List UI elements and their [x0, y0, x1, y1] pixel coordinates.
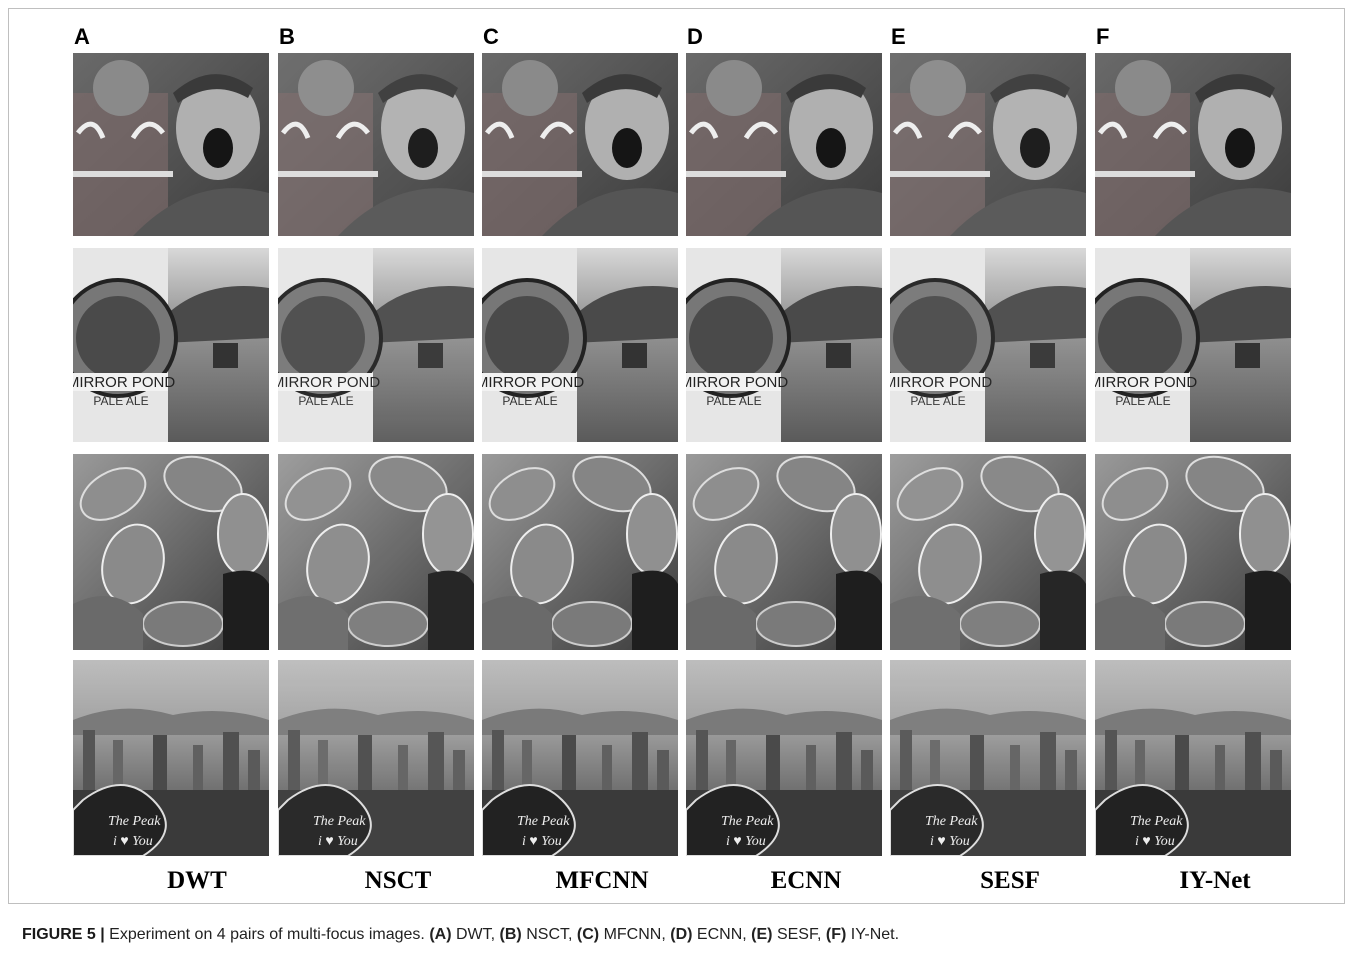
caption-method: IY-Net. — [850, 926, 900, 943]
fused-image — [482, 454, 678, 650]
image-overlay — [890, 53, 1086, 236]
fused-image — [1095, 53, 1291, 236]
method-label: NSCT — [365, 867, 432, 894]
fused-image — [1095, 248, 1291, 442]
figure: MIRROR POND PALE ALE The Peak i ♥ You AD… — [73, 24, 1291, 894]
image-overlay — [278, 53, 474, 236]
fused-image — [1095, 660, 1291, 856]
caption-text: Experiment on 4 pairs of multi-focus ima… — [109, 926, 425, 943]
fused-image — [73, 248, 269, 442]
panel-letter: A — [74, 24, 90, 49]
image-overlay — [278, 248, 474, 442]
caption-key: (A) — [429, 926, 452, 943]
panel-letter: D — [687, 24, 703, 49]
fused-image — [73, 53, 269, 236]
fused-image — [686, 454, 882, 650]
caption-method: DWT, — [455, 926, 496, 943]
caption-label: FIGURE 5 | — [22, 926, 105, 943]
caption-method: ECNN, — [696, 926, 747, 943]
image-overlay — [890, 660, 1086, 856]
caption-key: (B) — [499, 926, 522, 943]
caption-method: NSCT, — [526, 926, 573, 943]
panel-letter: E — [891, 24, 906, 49]
caption-method: SESF, — [776, 926, 822, 943]
figure-frame — [8, 8, 1345, 904]
fused-image — [482, 53, 678, 236]
fused-image — [73, 660, 269, 856]
caption-key: (D) — [670, 926, 693, 943]
fused-image — [482, 248, 678, 442]
fused-image — [482, 660, 678, 856]
caption-key: (E) — [751, 926, 773, 943]
method-label: SESF — [980, 867, 1040, 894]
panel-letter: F — [1096, 24, 1109, 49]
fused-image — [686, 248, 882, 442]
caption-key: (C) — [576, 926, 600, 943]
caption-key: (F) — [825, 926, 847, 943]
image-overlay — [890, 454, 1086, 650]
method-label: ECNN — [771, 867, 842, 894]
panel-letter: C — [483, 24, 499, 49]
fused-image — [686, 660, 882, 856]
image-overlay — [278, 454, 474, 650]
image-overlay — [278, 660, 474, 856]
fused-image — [73, 454, 269, 650]
method-label: DWT — [167, 867, 227, 894]
panel-letter: B — [279, 24, 295, 49]
fused-image — [1095, 454, 1291, 650]
fused-image — [686, 53, 882, 236]
figure-caption: FIGURE 5 | Experiment on 4 pairs of mult… — [22, 926, 899, 944]
caption-method: MFCNN, — [603, 926, 666, 943]
image-overlay — [890, 248, 1086, 442]
method-label: IY-Net — [1179, 867, 1251, 894]
method-label: MFCNN — [555, 867, 648, 894]
